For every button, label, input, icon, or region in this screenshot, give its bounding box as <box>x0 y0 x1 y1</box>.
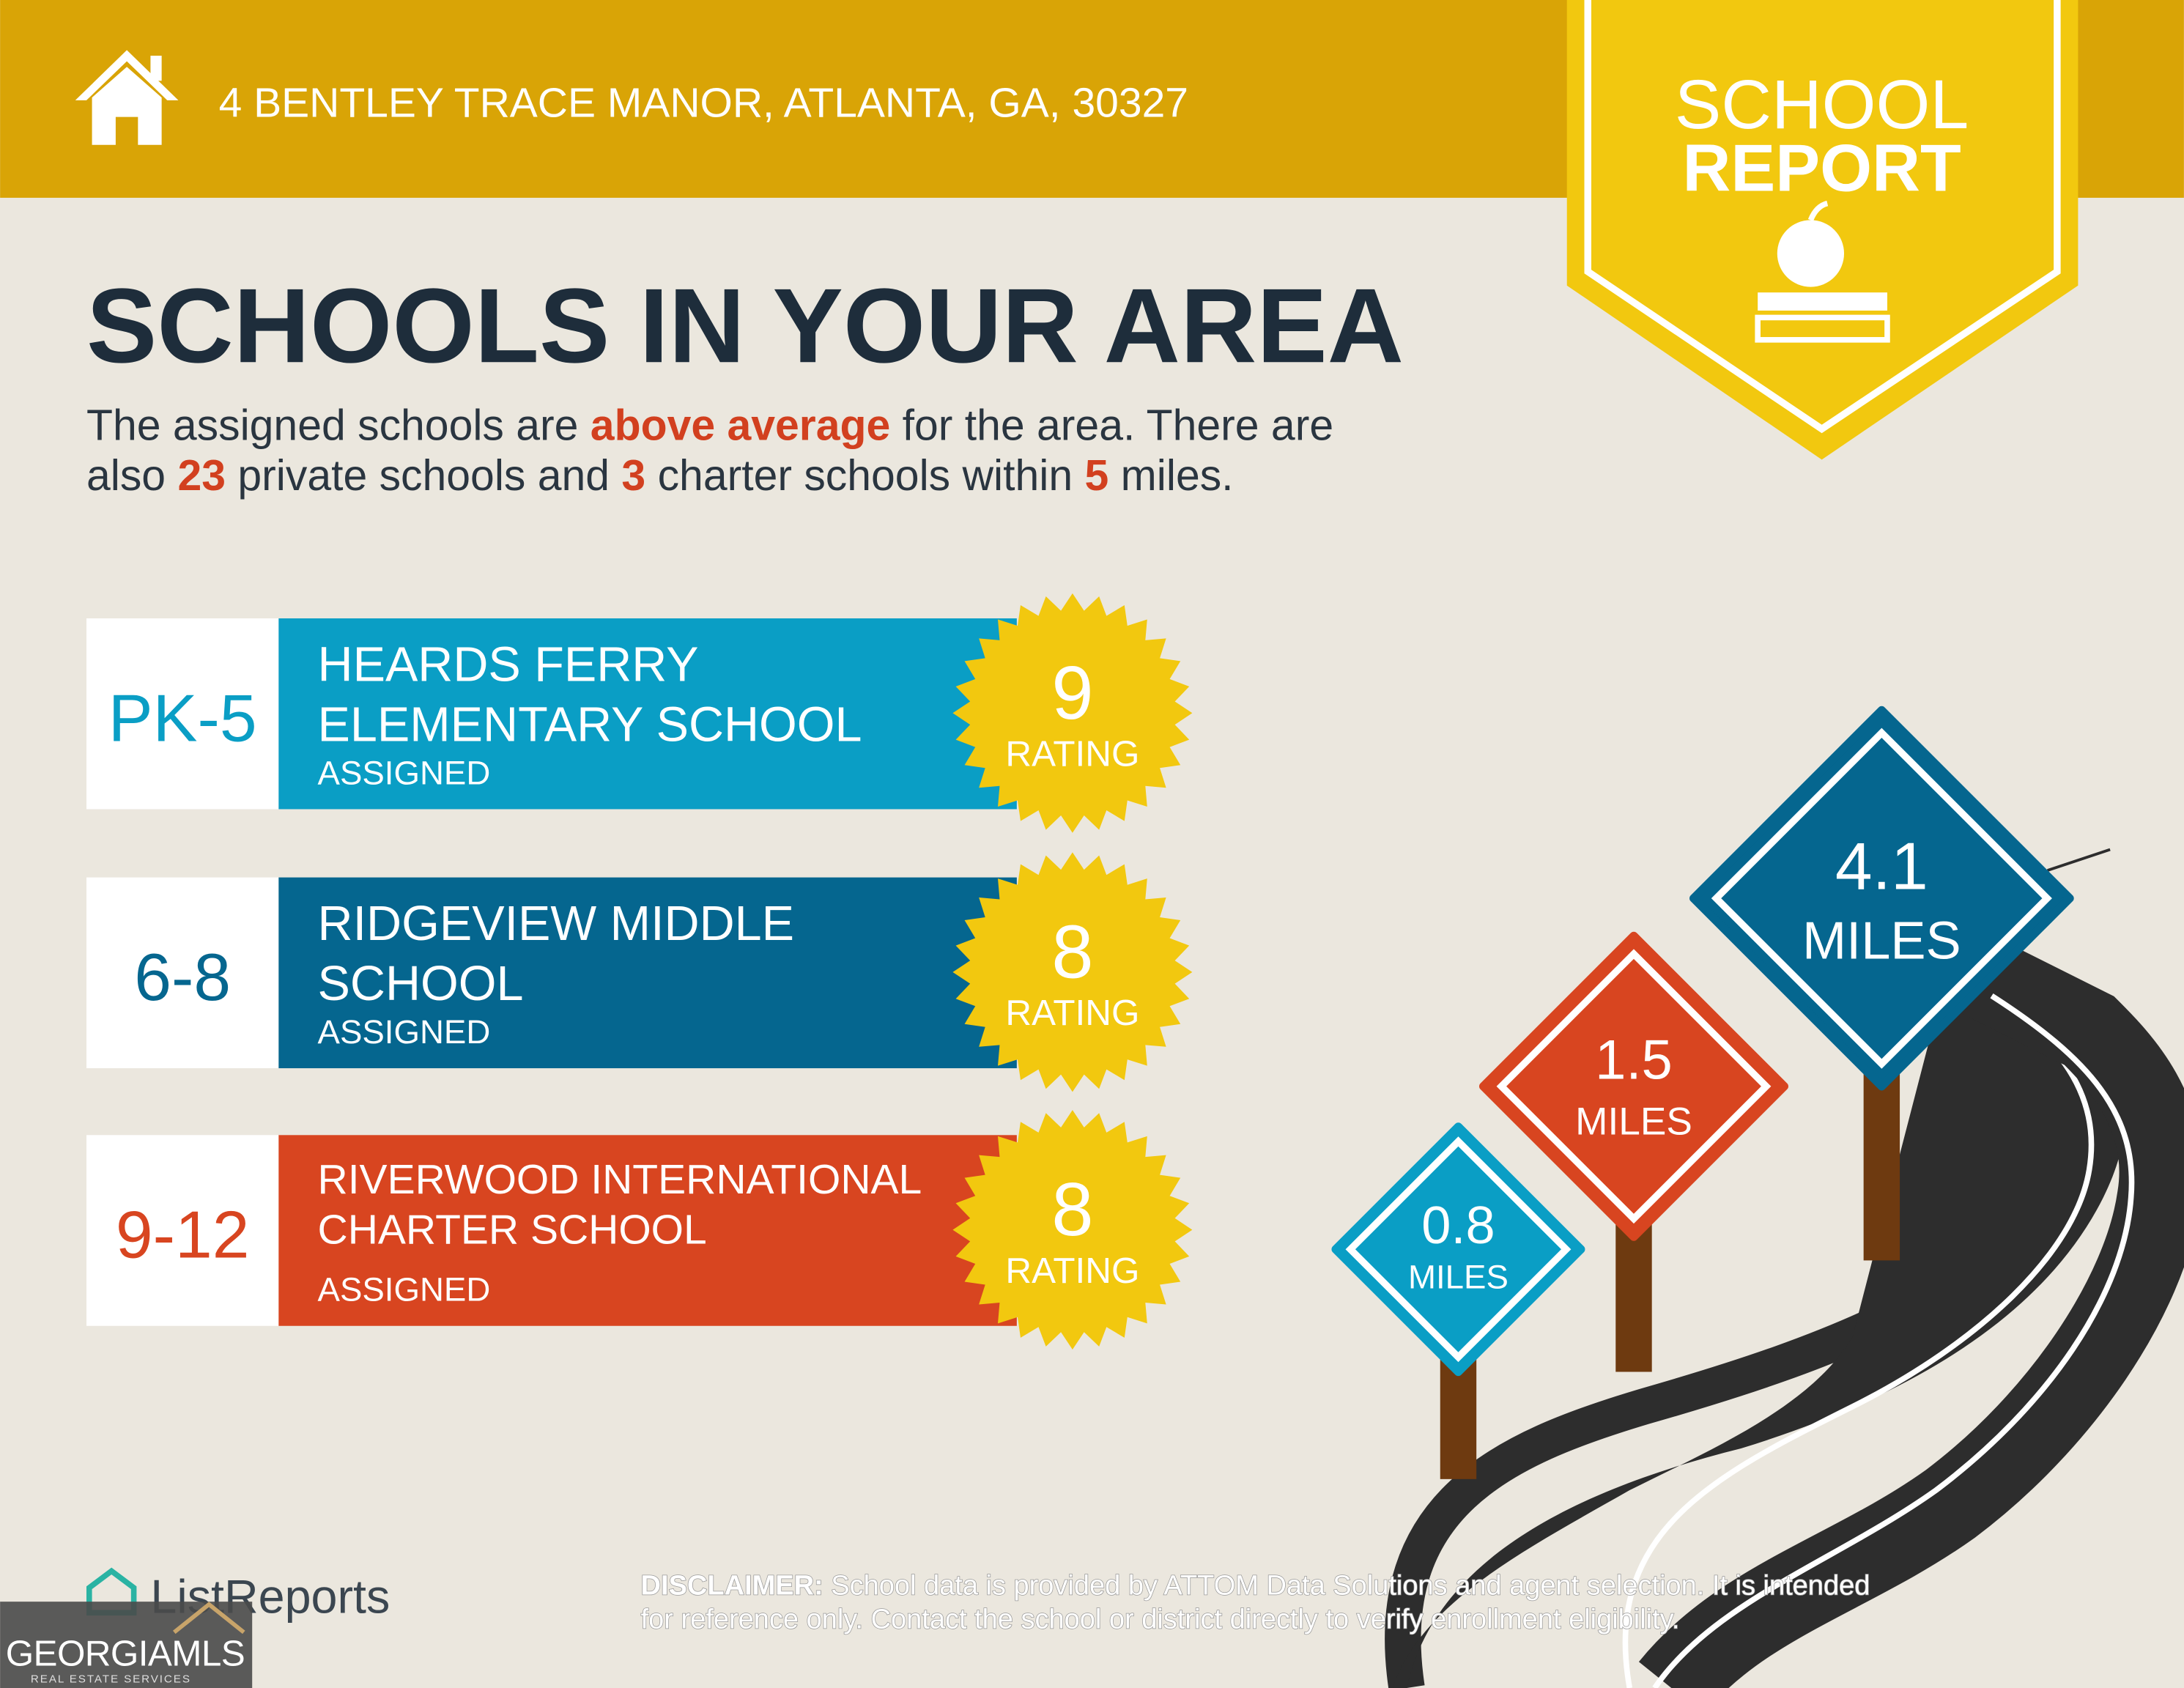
sign-border <box>1711 728 2052 1069</box>
disclaimer-line: DISCLAIMER: School data is provided by A… <box>641 1571 1870 1602</box>
distance-sign: 0.8 MILES <box>1331 1122 1585 1479</box>
sign-board <box>1478 931 1788 1241</box>
badge-line: SCHOOL <box>1675 66 1969 144</box>
sign-distance: 4.1 <box>1835 829 1928 903</box>
distance-sign: 4.1 MILES <box>1689 706 2074 1261</box>
rating-label: RATING <box>1005 734 1139 774</box>
badge-line: REPORT <box>1683 130 1961 205</box>
school-bar <box>278 1135 1017 1326</box>
grade-box <box>86 1135 279 1326</box>
road <box>1385 848 2184 1688</box>
rating-badge <box>952 852 1193 1092</box>
sign-board <box>1331 1122 1585 1377</box>
school-bar <box>278 618 1017 810</box>
grade-range: PK-5 <box>108 681 257 755</box>
school-name: RIDGEVIEW MIDDLE <box>318 897 794 951</box>
rating-value: 9 <box>1051 651 1093 735</box>
sign-unit: MILES <box>1802 911 1961 970</box>
badge: SCHOOL REPORT <box>1566 0 2078 460</box>
school-status: ASSIGNED <box>318 1271 491 1308</box>
sign-unit: MILES <box>1408 1259 1509 1296</box>
intro-highlight: above average <box>591 402 890 450</box>
signs: 4.1 MILES 1.5 MILES 0.8 MILES <box>1331 706 2074 1479</box>
address: 4 BENTLEY TRACE MANOR, ATLANTA, GA, 3032… <box>219 80 1188 127</box>
sign-board <box>1689 706 2074 1091</box>
house-icon <box>75 50 179 145</box>
grade-box <box>86 618 279 810</box>
intro-text: miles. <box>1121 452 1234 500</box>
intro-highlight: 23 <box>177 452 226 500</box>
disclaimer: DISCLAIMER: School data is provided by A… <box>640 1570 1870 1635</box>
intro-text: also <box>86 452 166 500</box>
rating-value: 8 <box>1051 1167 1093 1251</box>
rating-badge <box>952 1110 1193 1350</box>
sign-border <box>1345 1136 1572 1363</box>
school-name: HEARDS FERRY <box>318 638 699 692</box>
intro-highlight: 5 <box>1085 452 1109 500</box>
heading: SCHOOLS IN YOUR AREA <box>86 266 1404 385</box>
sign-distance: 1.5 <box>1595 1029 1673 1092</box>
mls-tagline: REAL ESTATE SERVICES <box>31 1673 191 1685</box>
grade-box <box>86 877 279 1069</box>
intro-text: The assigned schools are <box>86 402 578 450</box>
sign-unit: MILES <box>1575 1100 1692 1143</box>
rating-label: RATING <box>1005 993 1139 1033</box>
intro-line: also 23 private schools and 3 charter sc… <box>86 452 1234 500</box>
school-name: SCHOOL <box>318 957 524 1011</box>
intro-text: private schools and <box>237 452 610 500</box>
disclaimer-line: for reference only. Contact the school o… <box>641 1604 1680 1635</box>
rating-value: 8 <box>1051 909 1093 993</box>
rating-badge <box>952 593 1193 833</box>
rating-label: RATING <box>1005 1251 1139 1291</box>
school-name: CHARTER SCHOOL <box>318 1207 707 1254</box>
mls-logo: GEORGIAMLS REAL ESTATE SERVICES <box>0 1602 253 1688</box>
intro-text: for the area. There are <box>903 402 1333 450</box>
grade-range: 9-12 <box>116 1198 250 1273</box>
disclaimer-text: School data is provided by ATTOM Data So… <box>831 1571 1870 1602</box>
intro-text: charter schools within <box>658 452 1073 500</box>
school-name: ELEMENTARY SCHOOL <box>318 697 862 752</box>
intro-line: The assigned schools are above average f… <box>86 402 1333 450</box>
school-name: RIVERWOOD INTERNATIONAL <box>318 1156 922 1203</box>
school-status: ASSIGNED <box>318 1013 491 1051</box>
distance-sign: 1.5 MILES <box>1478 931 1788 1372</box>
mls-name: GEORGIAMLS <box>6 1634 245 1674</box>
sign-border <box>1496 949 1772 1224</box>
school-status: ASSIGNED <box>318 754 491 791</box>
school-bar <box>278 877 1017 1069</box>
grade-range: 6-8 <box>134 940 231 1015</box>
sign-distance: 0.8 <box>1421 1196 1495 1255</box>
intro-highlight: 3 <box>621 452 645 500</box>
disclaimer-label: DISCLAIMER: <box>641 1571 823 1602</box>
